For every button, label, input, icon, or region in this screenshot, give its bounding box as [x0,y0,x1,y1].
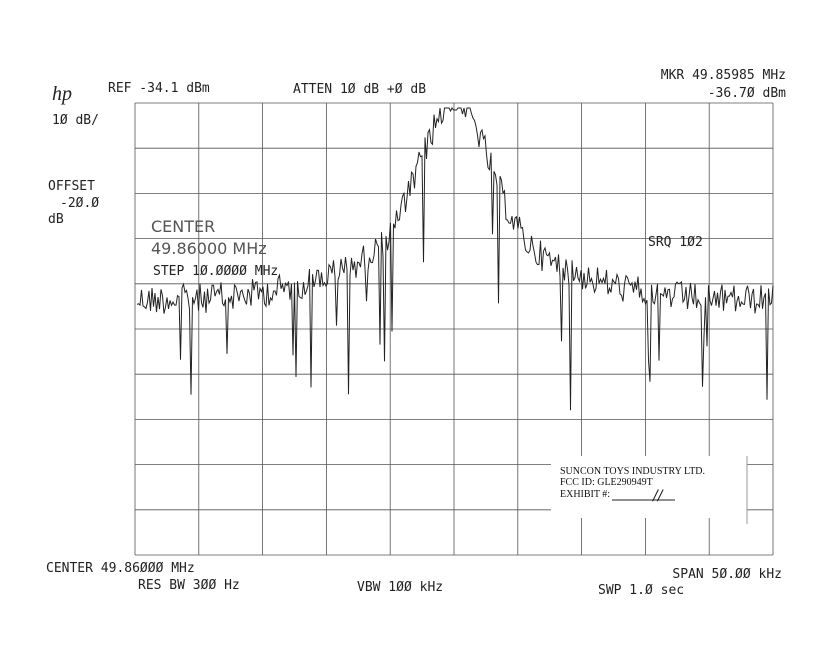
exhibit-value: // [651,488,664,504]
company: SUNCON TOYS INDUSTRY LTD. [560,466,705,477]
spectrum-trace [136,107,774,411]
srq: SRQ 1Ø2 [648,235,703,250]
offset-value: -2Ø.Ø [60,196,99,211]
center-value: 49.86000 MHz [151,239,267,258]
offset-unit: dB [48,212,64,227]
res-bw: RES BW 3ØØ Hz [138,578,240,593]
fcc-id: FCC ID: GLE290949T [560,477,653,488]
marker-level: -36.7Ø dBm [708,86,786,101]
scale: 1Ø dB/ [52,113,99,128]
exhibit-label: SUNCON TOYS INDUSTRY LTD. FCC ID: GLE290… [551,456,748,524]
vbw: VBW 1ØØ kHz [357,580,443,595]
marker-frequency: MKR 49.85985 MHz [661,68,786,83]
step: STEP 1Ø.ØØØØ MHz [153,264,278,279]
center-label: CENTER [151,217,215,236]
label-box [551,456,747,518]
ref-level: REF -34.1 dBm [108,81,210,96]
grid [134,102,774,556]
exhibit: EXHIBIT #: [560,489,610,500]
attenuation: ATTEN 1Ø dB +Ø dB [293,82,426,97]
span: SPAN 5Ø.ØØ kHz [672,567,782,582]
sweep: SWP 1.Ø sec [598,583,684,598]
hp-logo: hp [52,83,72,105]
footer-center: CENTER 49.86ØØØ MHz [46,561,195,576]
offset-label: OFFSET [48,179,95,194]
